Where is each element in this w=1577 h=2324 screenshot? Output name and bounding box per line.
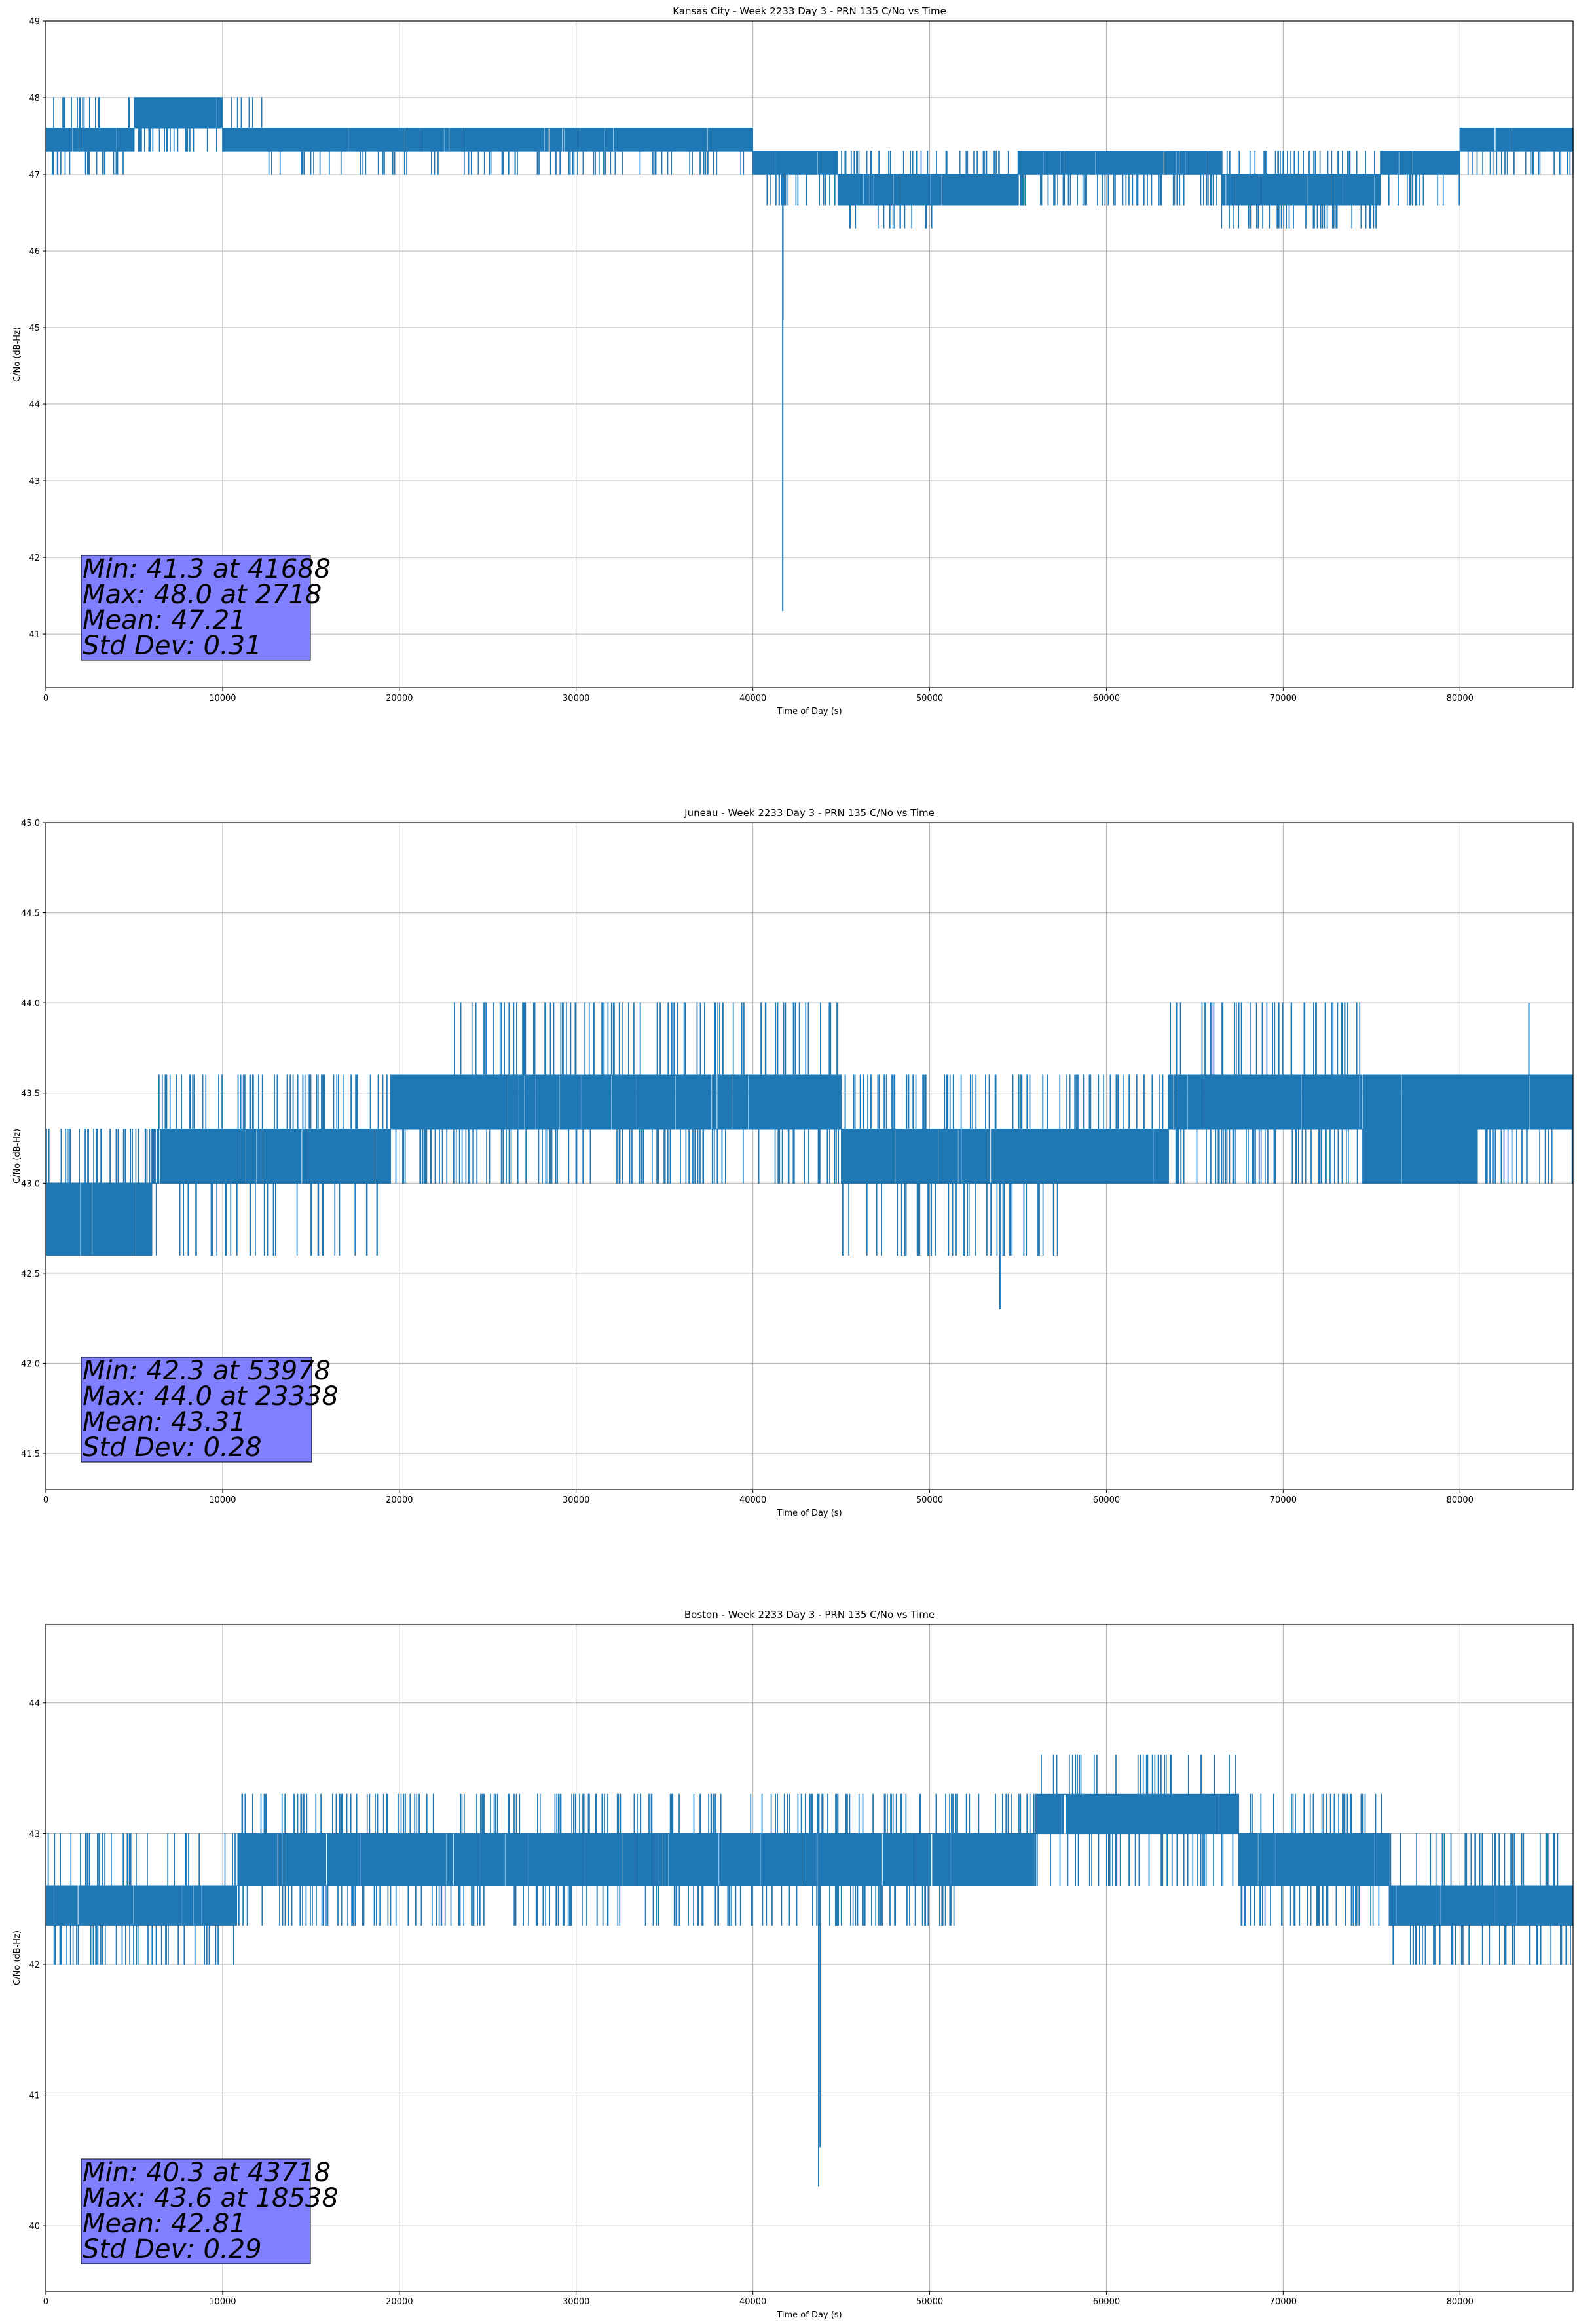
x-tick-label: 50000 bbox=[916, 694, 943, 703]
y-tick-label: 43 bbox=[29, 477, 40, 487]
x-axis-label: Time of Day (s) bbox=[776, 707, 842, 717]
y-tick-label: 40 bbox=[29, 2222, 40, 2232]
series-line bbox=[45, 97, 1574, 229]
axes-frame bbox=[45, 1624, 1574, 2292]
y-tick-label: 42.5 bbox=[21, 1269, 40, 1279]
y-tick-label: 42 bbox=[29, 1960, 40, 1970]
y-tick-label: 45 bbox=[29, 324, 40, 333]
x-tick-label: 10000 bbox=[209, 1495, 236, 1505]
y-tick-label: 42 bbox=[29, 553, 40, 563]
chart-title: Juneau - Week 2233 Day 3 - PRN 135 C/No … bbox=[684, 807, 935, 819]
axes-frame bbox=[45, 20, 1574, 688]
x-tick-label: 80000 bbox=[1447, 1495, 1474, 1505]
stats-line: Mean: 47.21 bbox=[83, 605, 246, 635]
y-tick-label: 42.0 bbox=[21, 1359, 40, 1369]
y-tick-label: 45.0 bbox=[21, 819, 40, 829]
stats-line: Min: 41.3 at 41688 bbox=[83, 554, 331, 584]
x-tick-label: 30000 bbox=[563, 2297, 589, 2307]
y-tick-label: 44.0 bbox=[21, 999, 40, 1009]
stats-line: Max: 43.6 at 18538 bbox=[83, 2183, 339, 2213]
cno-series bbox=[45, 1754, 1574, 2187]
stats-line: Std Dev: 0.29 bbox=[83, 2234, 262, 2264]
x-axis-label: Time of Day (s) bbox=[776, 2310, 842, 2320]
stats-line: Std Dev: 0.28 bbox=[83, 1433, 262, 1463]
chart-panel-3: Boston - Week 2233 Day 3 - PRN 135 C/No … bbox=[12, 1609, 1574, 2320]
x-tick-label: 70000 bbox=[1270, 2297, 1297, 2307]
y-tick-label: 49 bbox=[29, 17, 40, 27]
cno-series bbox=[45, 97, 1574, 611]
chart-panel-2: Juneau - Week 2233 Day 3 - PRN 135 C/No … bbox=[12, 807, 1574, 1518]
x-tick-label: 40000 bbox=[739, 694, 766, 703]
y-tick-label: 44 bbox=[29, 400, 40, 410]
x-tick-label: 40000 bbox=[739, 1495, 766, 1505]
y-axis-label: C/No (dB-Hz) bbox=[12, 1129, 22, 1184]
y-tick-label: 41 bbox=[29, 630, 40, 640]
y-tick-label: 43.0 bbox=[21, 1179, 40, 1189]
x-tick-label: 50000 bbox=[916, 2297, 943, 2307]
x-tick-label: 0 bbox=[43, 1495, 48, 1505]
chart-title: Kansas City - Week 2233 Day 3 - PRN 135 … bbox=[673, 5, 946, 17]
x-tick-label: 40000 bbox=[739, 2297, 766, 2307]
stats-box-background bbox=[81, 1357, 312, 1463]
x-tick-label: 20000 bbox=[386, 2297, 413, 2307]
x-tick-label: 80000 bbox=[1447, 2297, 1474, 2307]
x-axis-label: Time of Day (s) bbox=[776, 1509, 842, 1518]
series-line bbox=[45, 1002, 1574, 1256]
x-tick-label: 10000 bbox=[209, 694, 236, 703]
y-tick-label: 44 bbox=[29, 1699, 40, 1709]
axes-frame bbox=[45, 822, 1574, 1490]
stats-line: Std Dev: 0.31 bbox=[83, 631, 262, 661]
y-tick-label: 43.5 bbox=[21, 1089, 40, 1099]
y-tick-label: 46 bbox=[29, 247, 40, 257]
stats-box-background bbox=[81, 555, 311, 661]
stats-line: Max: 48.0 at 2718 bbox=[83, 580, 322, 610]
x-tick-label: 30000 bbox=[563, 1495, 589, 1505]
y-tick-label: 48 bbox=[29, 94, 40, 103]
series-line bbox=[45, 1754, 1574, 1965]
cno-series bbox=[45, 1002, 1574, 1309]
x-tick-label: 0 bbox=[43, 694, 48, 703]
x-tick-label: 80000 bbox=[1447, 694, 1474, 703]
y-axis-label: C/No (dB-Hz) bbox=[12, 327, 22, 382]
y-tick-label: 44.5 bbox=[21, 909, 40, 919]
y-tick-label: 41.5 bbox=[21, 1450, 40, 1459]
stats-line: Mean: 42.81 bbox=[83, 2209, 246, 2239]
x-tick-label: 50000 bbox=[916, 1495, 943, 1505]
chart-title: Boston - Week 2233 Day 3 - PRN 135 C/No … bbox=[684, 1609, 935, 1621]
x-tick-label: 60000 bbox=[1093, 1495, 1120, 1505]
x-tick-label: 10000 bbox=[209, 2297, 236, 2307]
y-tick-label: 47 bbox=[29, 170, 40, 180]
y-tick-label: 41 bbox=[29, 2091, 40, 2101]
stats-line: Max: 44.0 at 23338 bbox=[83, 1381, 339, 1412]
chart-panel-1: Kansas City - Week 2233 Day 3 - PRN 135 … bbox=[12, 5, 1574, 717]
y-tick-label: 43 bbox=[29, 1829, 40, 1839]
stats-line: Min: 40.3 at 43718 bbox=[83, 2158, 331, 2188]
x-tick-label: 60000 bbox=[1093, 2297, 1120, 2307]
x-tick-label: 30000 bbox=[563, 694, 589, 703]
stats-box-background bbox=[81, 2158, 311, 2264]
x-tick-label: 60000 bbox=[1093, 694, 1120, 703]
x-tick-label: 70000 bbox=[1270, 694, 1297, 703]
stats-line: Min: 42.3 at 53978 bbox=[83, 1356, 331, 1386]
x-tick-label: 20000 bbox=[386, 1495, 413, 1505]
stats-line: Mean: 43.31 bbox=[83, 1407, 246, 1437]
x-tick-label: 70000 bbox=[1270, 1495, 1297, 1505]
x-tick-label: 0 bbox=[43, 2297, 48, 2307]
y-axis-label: C/No (dB-Hz) bbox=[12, 1930, 22, 1985]
x-tick-label: 20000 bbox=[386, 694, 413, 703]
